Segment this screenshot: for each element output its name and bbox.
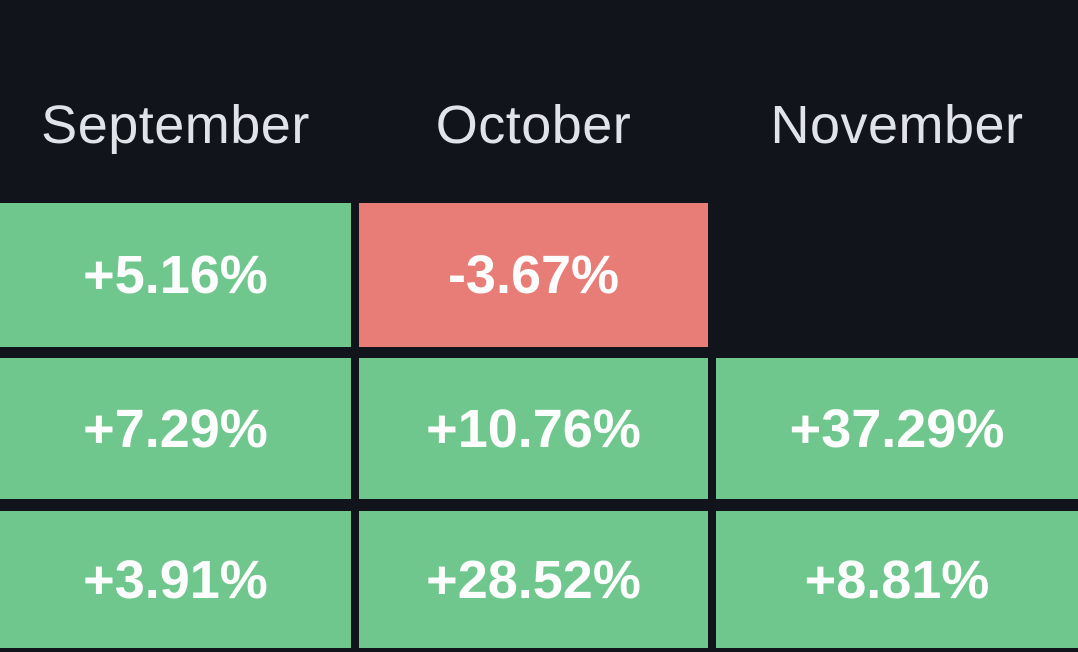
- table-cell-r2-october: +10.76%: [359, 358, 708, 499]
- table-cell-r3-september: +3.91%: [0, 511, 351, 648]
- table-cell-r3-october: +28.52%: [359, 511, 708, 648]
- column-header-november: November: [770, 95, 1024, 155]
- table-cell-r2-november: +37.29%: [716, 358, 1078, 499]
- table-cell-r2-september: +7.29%: [0, 358, 351, 499]
- table-cell-r1-october: -3.67%: [359, 203, 708, 347]
- column-header-september: September: [41, 95, 310, 155]
- table-cell-r3-november: +8.81%: [716, 511, 1078, 648]
- column-header-october: October: [435, 95, 632, 155]
- table-cell-r1-september: +5.16%: [0, 203, 351, 347]
- table-cell-r1-november: [716, 203, 1078, 347]
